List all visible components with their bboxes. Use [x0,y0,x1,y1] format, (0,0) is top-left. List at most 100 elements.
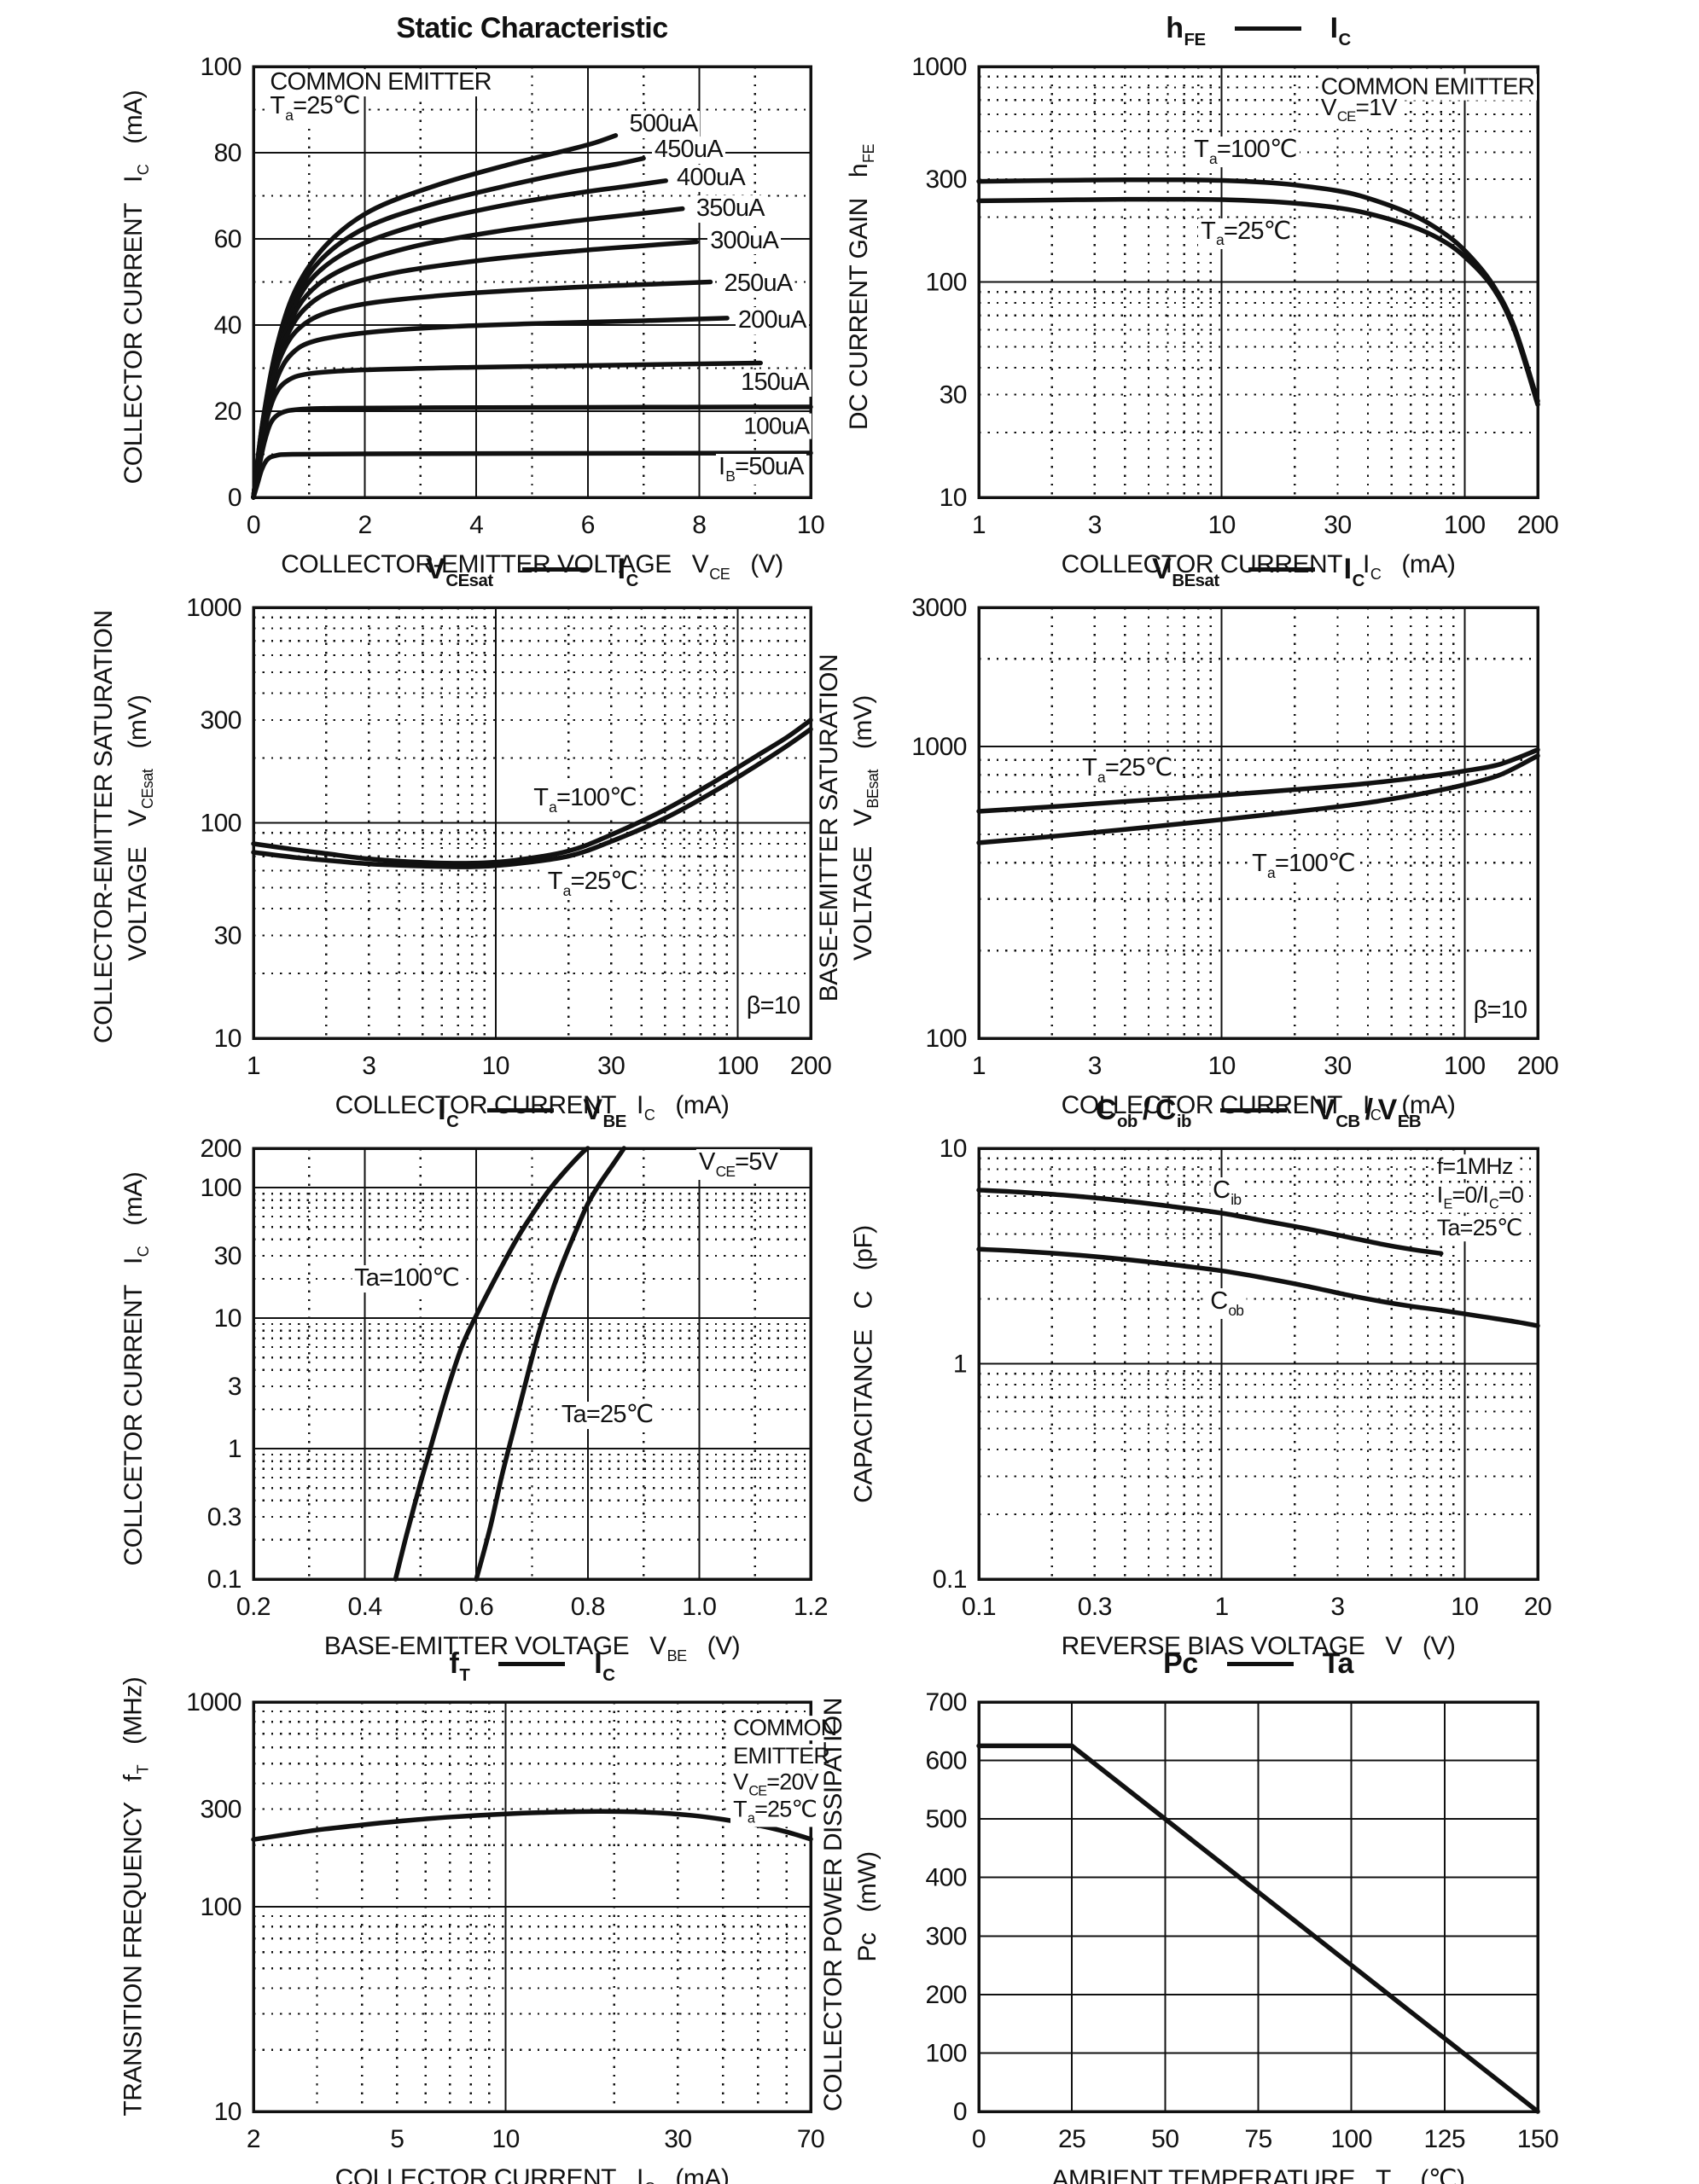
subscript: CE [1336,108,1357,125]
y-tick-label: 10 [214,1025,241,1053]
label-part: =100℃ [1274,849,1356,877]
subscript: FE [859,143,877,163]
legend-dash [521,566,589,572]
chart-title-static-characteristic: Static Characteristic [234,12,831,45]
label-part: fT [449,1647,470,1686]
label-part: IC [1330,12,1352,50]
y-axis-label-line: CAPACITANCE C (pF) [847,1148,881,1579]
subscript: EB [1397,1112,1422,1132]
y-tick-label: 100 [925,1025,967,1053]
legend-dash [1234,26,1301,31]
label-part: VCE [733,1769,767,1799]
y-tick-label: 10 [940,1135,967,1163]
label-part: (mA) [1401,550,1456,578]
y-tick-label: 0 [228,484,241,512]
curve-pc [976,1743,1540,2114]
label-part: (℃) [1420,2165,1465,2184]
label-part: VCE [699,1148,736,1180]
curve-ta-100c [251,717,813,866]
y-tick-label: 500 [925,1805,967,1833]
subscript: a [747,1810,755,1827]
label-part: IC [119,1246,152,1264]
x-tick-label: 50 [1151,2125,1178,2153]
x-tick-label: 150 [1517,2125,1559,2153]
label-part: IC [637,1091,655,1124]
chart-vcesat-ic: 1 3 10 30 100 200 10 30 100 300 1000 [186,594,832,1080]
subscript: a [1267,863,1276,881]
label-part: (mA) [119,90,148,144]
y-tick-label: 100 [925,2039,967,2067]
label-part: CAPACITANCE [849,1328,877,1503]
curve-ib-150ua [251,360,763,500]
chart-ft-ic: 2 5 10 30 70 10 100 300 1000 [186,1688,824,2153]
label-part: 100uA [743,412,810,439]
label-part: VCEsat [123,769,156,827]
label-part: hFE [1166,12,1206,50]
label-part: (mV) [848,694,877,749]
grid [977,1700,1539,2113]
label-part: VCB [1316,1094,1360,1132]
label-part: / [1142,1094,1150,1126]
grid [252,1700,812,2113]
label-part: TRANSITION FREQUENCY [119,1802,148,2117]
y-tick-label: 1 [228,1435,241,1463]
y-tick-label: 600 [925,1747,967,1775]
label-part: (mA) [675,2164,730,2184]
subscript: C [446,1112,459,1132]
grid [252,606,812,1040]
label-part: =25℃ [1104,753,1172,781]
y-tick-label: 10 [214,2098,241,2126]
plot-border [977,1700,1539,2113]
plot-border [252,65,812,499]
y-axis-label-line: DC CURRENT GAIN hFE [841,72,885,502]
label-part: Ta [1082,753,1106,786]
y-tick-label: 100 [200,53,241,81]
subscript: BEsat [864,769,882,809]
x-tick-label: 1 [972,1052,986,1080]
label-part: Static Characteristic [396,12,668,44]
x-tick-label: 200 [1517,1052,1559,1080]
x-tick-label: 1.0 [682,1593,716,1621]
label-part: Ta [1376,2165,1400,2184]
annotation: 200uA [735,306,809,334]
plot-border [252,1147,812,1581]
y-tick-label: 300 [925,1922,967,1950]
y-axis-label: COLLECTOR CURRENT IC (mA) [116,72,160,502]
chart-vbesat-ic: 1 3 10 30 100 200 100 1000 3000 [911,594,1559,1080]
x-tick-label: 10 [1207,1052,1235,1080]
label-part: IC [594,1647,615,1686]
curve-ib-500ua [251,133,619,500]
label-part: Ta=25℃ [1436,1214,1523,1240]
x-tick-label: 25 [1058,2125,1085,2153]
x-tick-label: 3 [1088,511,1102,539]
x-tick-label: 200 [1517,511,1559,539]
grid [977,606,1539,1040]
plot-border [977,606,1539,1040]
y-axis-label: CAPACITANCE C (pF) [847,1148,881,1579]
x-tick-label: 3 [362,1052,375,1080]
label-part: COLLECTOR CURRENT [335,2164,617,2184]
label-part: fT [119,1764,152,1782]
label-part: (V) [750,550,783,578]
label-part: Ta=100℃ [354,1264,460,1292]
label-part: COLLECTOR CURRENT [1061,1091,1343,1119]
y-tick-label: 80 [214,139,241,167]
subscript: a [285,106,294,124]
x-tick-label: 0.1 [962,1593,996,1621]
annotation: IE=0/IC=0 [1434,1182,1527,1213]
annotation: EMITTER [730,1744,833,1770]
y-tick-label: 1000 [186,1688,241,1716]
label-part: COLLECTOR CURRENT [335,1091,617,1119]
x-tick-label: 100 [1330,2125,1372,2153]
label-part: 150uA [741,369,810,397]
label-part: Ta [270,92,294,124]
annotation: 250uA [721,270,795,298]
x-tick-label: 0 [972,2125,986,2153]
label-part: =100℃ [1216,136,1298,164]
subscript: T [134,1764,152,1774]
chart-title-ic-vbe: IC VBE [234,1094,831,1132]
annotation: Ta=100℃ [1249,849,1358,881]
label-part: (mA) [119,1171,148,1226]
curve-ta-25c [251,727,813,869]
